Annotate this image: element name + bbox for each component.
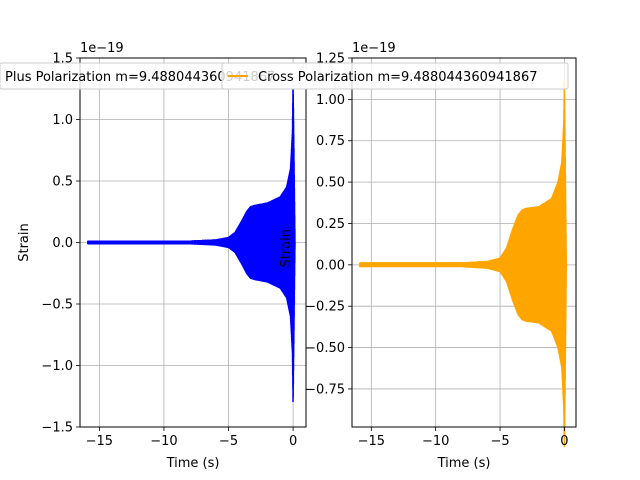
x-tick-label: −5: [219, 434, 238, 449]
y-tick-label: 1.0: [52, 113, 73, 128]
legend-label: Cross Polarization m=9.488044360941867: [258, 70, 537, 85]
cross-polarization-series: [358, 81, 568, 448]
legend-label: Plus Polarization m=9.488044360941867: [5, 70, 275, 85]
y-tick-label: −1.5: [41, 421, 73, 436]
x-tick-label: 0: [560, 434, 568, 449]
x-tick-group: −15 −10 −5 0: [358, 427, 569, 449]
y-axis-label: Strain: [279, 229, 294, 268]
y-tick-label: −0.25: [305, 300, 345, 315]
y-tick-label: 0.5: [52, 175, 73, 190]
x-tick-label: −15: [86, 434, 113, 449]
x-tick-label: −15: [358, 434, 385, 449]
cross-polarization-panel: −15 −10 −5 0 −0.75 −0.50 −0.25 0.00 0.25 0.50 0.7…: [279, 41, 577, 471]
y-tick-label: 0.25: [316, 217, 345, 232]
y-tick-label: 0.00: [316, 258, 345, 273]
y-axis-label: Strain: [17, 223, 32, 262]
x-tick-label: −5: [490, 434, 509, 449]
legend-box: [221, 62, 569, 90]
plus-polarization-panel: −15 −10 −5 0 −1.5−1.0−0.50.00.51.01.5 Time …: [17, 41, 307, 471]
y-tick-label: −0.5: [41, 298, 73, 313]
plot-frame: [351, 57, 577, 428]
legend: Cross Polarization m=9.488044360941867: [221, 62, 569, 90]
x-tick-label: 0: [289, 434, 297, 449]
y-tick-group: −0.75−0.50−0.250.000.250.500.751.001.25: [305, 52, 352, 397]
x-axis-label: Time (s): [437, 456, 491, 471]
y-tick-label: −1.0: [41, 359, 73, 374]
x-tick-group: −15 −10 −5 0: [86, 427, 297, 449]
y-offset-text: 1e−19: [352, 41, 396, 56]
y-tick-label: −0.75: [305, 382, 345, 397]
y-offset-text: 1e−19: [80, 41, 124, 56]
x-axis-label: Time (s): [166, 456, 220, 471]
x-tick-label: −10: [422, 434, 449, 449]
y-tick-label: 0.75: [316, 134, 345, 149]
y-tick-label: 0.50: [316, 176, 345, 191]
y-tick-label: −0.50: [305, 341, 345, 356]
y-tick-label: 0.0: [52, 236, 73, 251]
y-tick-label: 1.00: [316, 93, 345, 108]
plus-polarization-series: [87, 80, 296, 403]
x-tick-label: −10: [150, 434, 177, 449]
